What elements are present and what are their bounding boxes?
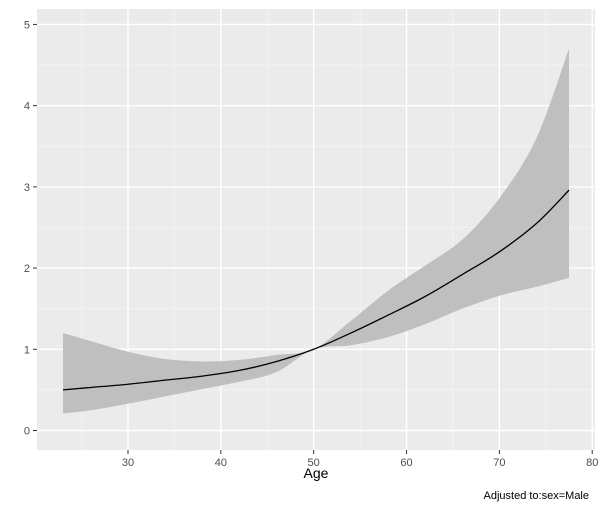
confidence-band bbox=[62, 48, 570, 414]
x-tick-label: 60 bbox=[400, 457, 412, 469]
x-axis-title: Age bbox=[304, 465, 329, 481]
x-tick-label: 40 bbox=[215, 457, 227, 469]
y-tick-label: 1 bbox=[24, 344, 30, 356]
x-tick-label: 80 bbox=[586, 457, 598, 469]
fitted-line bbox=[62, 189, 570, 391]
y-tick-label: 3 bbox=[24, 182, 30, 194]
y-axis-ticks: 0 1 2 3 4 5 bbox=[24, 19, 37, 438]
x-tick-label: 70 bbox=[493, 457, 505, 469]
series-line bbox=[62, 189, 570, 391]
x-axis-ticks: 30 40 50 60 70 80 bbox=[122, 450, 598, 469]
y-tick-label: 5 bbox=[24, 19, 30, 31]
watermark: 知乎 @安天娟 bbox=[486, 478, 580, 495]
adjustment-annotation: Adjusted to:sex=Male bbox=[484, 490, 589, 502]
y-tick-label: 0 bbox=[24, 426, 30, 438]
grid-minor bbox=[37, 9, 595, 450]
y-tick-label: 2 bbox=[24, 263, 30, 275]
x-tick-label: 50 bbox=[308, 457, 320, 469]
y-tick-label: 4 bbox=[24, 101, 30, 113]
confidence-ribbon bbox=[62, 48, 570, 414]
x-tick-label: 30 bbox=[122, 457, 134, 469]
